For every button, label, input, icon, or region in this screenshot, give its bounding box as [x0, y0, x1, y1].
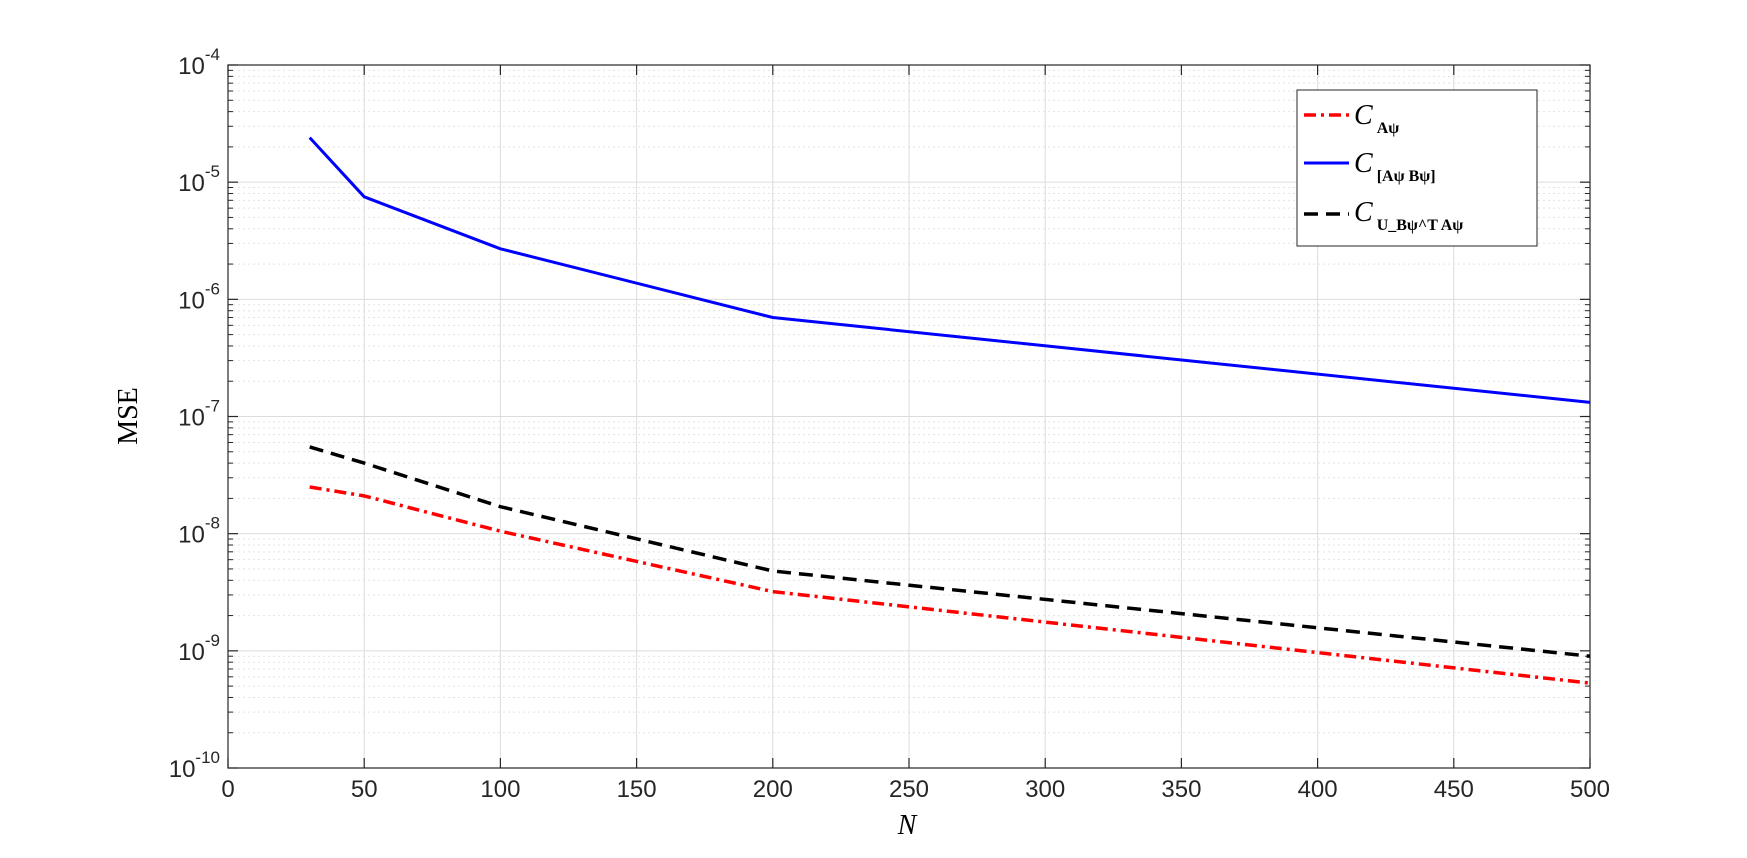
y-tick-label: 10-6	[178, 279, 220, 314]
y-tick-exponent: -6	[205, 279, 220, 298]
y-tick-label: 10-7	[178, 397, 220, 432]
legend-label-cab-main: C	[1354, 148, 1373, 179]
y-tick-label: 10-5	[178, 162, 220, 197]
x-tick-label: 150	[617, 776, 657, 803]
x-tick-label: 200	[753, 776, 793, 803]
x-tick-label: 0	[221, 776, 234, 803]
y-tick-base: 10	[169, 756, 196, 783]
y-tick-base: 10	[178, 639, 205, 666]
series-line-ca	[309, 485, 1591, 685]
y-tick-base: 10	[178, 405, 205, 432]
x-tick-label: 500	[1570, 776, 1610, 803]
y-tick-exponent: -4	[205, 45, 220, 64]
y-tick-base: 10	[178, 287, 205, 314]
y-tick-label: 10-9	[178, 631, 220, 666]
y-tick-base: 10	[178, 170, 205, 197]
y-tick-exponent: -5	[205, 162, 220, 181]
x-tick-label: 450	[1434, 776, 1474, 803]
y-tick-exponent: -10	[195, 748, 220, 767]
y-axis-title: MSE	[113, 387, 144, 445]
y-tick-exponent: -7	[205, 397, 220, 416]
x-tick-label: 250	[889, 776, 929, 803]
legend-label-cuba-main: C	[1354, 197, 1373, 228]
legend: C Aψ C [Aψ Bψ] C U_Bψ^T Aψ	[1296, 89, 1538, 247]
series-lines	[308, 136, 1591, 685]
x-tick-label: 50	[351, 776, 378, 803]
legend-label-cab-sub: [Aψ Bψ]	[1377, 168, 1436, 185]
legend-label-cuba-sub: U_Bψ^T Aψ	[1377, 217, 1464, 234]
legend-label-ca: C Aψ	[1354, 100, 1399, 137]
legend-label-cuba: C U_Bψ^T Aψ	[1354, 197, 1463, 234]
y-tick-exponent: -8	[205, 514, 220, 533]
x-tick-label: 300	[1025, 776, 1065, 803]
x-axis-title: N	[897, 810, 918, 841]
y-tick-base: 10	[178, 522, 205, 549]
y-tick-label: 10-10	[169, 748, 220, 783]
x-tick-label: 400	[1298, 776, 1338, 803]
legend-label-cab: C [Aψ Bψ]	[1354, 148, 1436, 185]
x-tick-label: 100	[480, 776, 520, 803]
x-tick-label: 350	[1161, 776, 1201, 803]
x-tick-labels: 0 50 100 150 200 250 300 350 400 450 500	[221, 776, 1610, 803]
y-tick-exponent: -9	[205, 631, 220, 650]
axes	[227, 64, 1591, 769]
legend-label-ca-main: C	[1354, 100, 1373, 131]
y-tick-label: 10-8	[178, 514, 220, 549]
legend-label-ca-sub: Aψ	[1377, 120, 1400, 137]
y-tick-base: 10	[178, 53, 205, 80]
y-tick-label: 10-4	[178, 45, 220, 80]
